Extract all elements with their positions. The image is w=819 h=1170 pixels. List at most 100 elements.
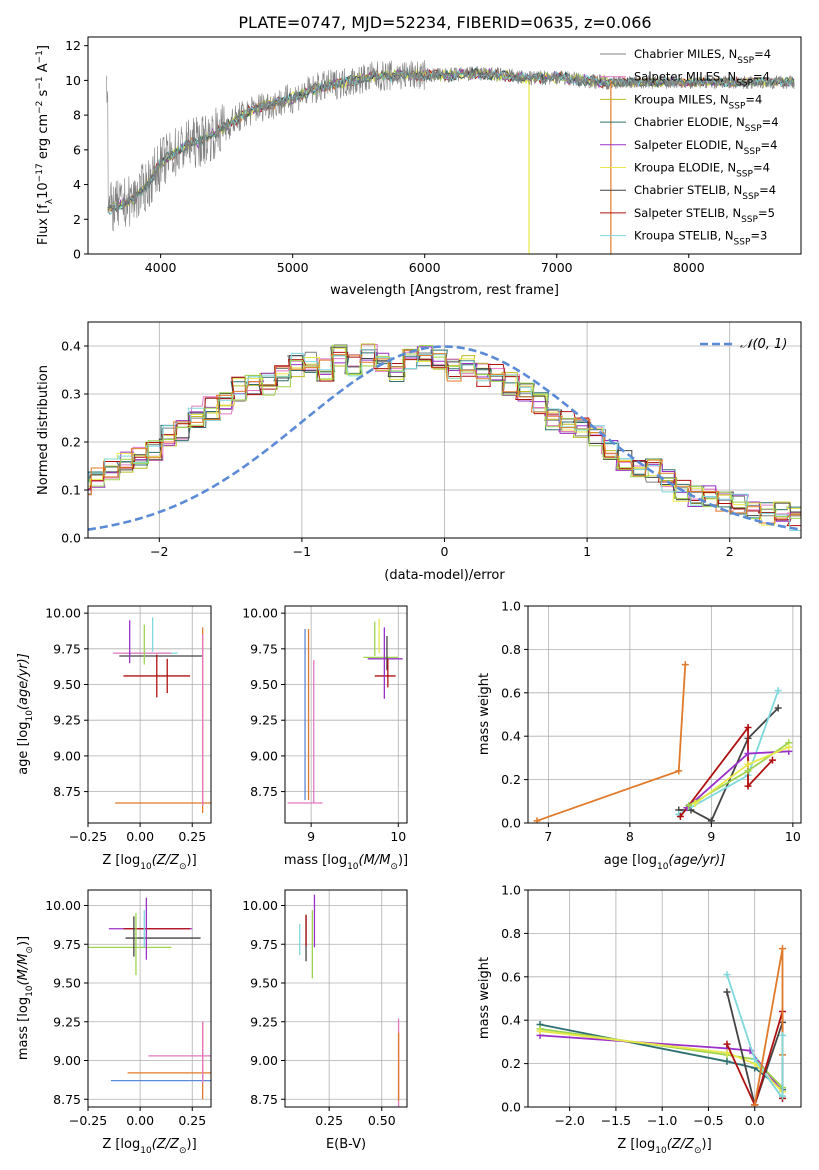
spectrum-legend-label: Salpeter STELIB, NSSP=5 — [634, 206, 775, 225]
weight-z-xlabel: Z [log10(Z/Z⊙)] — [617, 1137, 711, 1156]
weight-age-panel-ytick-label: 0.0 — [501, 816, 521, 831]
mass-z-ylabel-part: )] — [16, 936, 31, 946]
weight-z-panel: −2.0 −1.5 −1.0 −0.5 0.0 0.0 0.2 0.4 0.6 0.8 1.0 — [501, 883, 802, 1128]
spectrum-legend-label-part: =4 — [759, 183, 776, 197]
residual-histogram — [88, 343, 801, 519]
spectrum-legend-label-part: =5 — [758, 206, 775, 220]
weight-age-panel: 7 8 9 10 0.0 0.2 0.4 0.6 0.8 1.0 — [501, 599, 802, 844]
spectrum-legend-label-part: SSP — [737, 56, 754, 66]
mass-z-xlabel-part: (Z/Z — [152, 1137, 180, 1152]
weight-z-marker — [778, 1031, 786, 1039]
spectrum-panel-frame — [87, 36, 802, 255]
residual-panel: −2 −1 0 1 2 0.0 0.1 0.2 0.3 0.4 — [61, 321, 802, 559]
weight-age-xlabel-part: 10 — [657, 862, 669, 872]
spectrum-legend-label-part: =4 — [762, 115, 779, 129]
spectrum-legend-label-part: SSP — [742, 192, 759, 202]
spectrum-legend-label-part: SSP — [736, 170, 753, 180]
residual-panel-ytick-label: 0.2 — [61, 435, 81, 450]
mass-z-ylabel: mass [log10(M/M⊙)] — [16, 936, 35, 1060]
weight-age-marker — [691, 799, 699, 807]
spectrum-legend-label-part: =4 — [754, 47, 771, 61]
age-z-panel: −0.25 0.00 0.25 8.75 9.00 9.25 9.50 9.75 10.00 — [45, 605, 212, 844]
age-mass-panel-xtick-label: 9 — [307, 829, 315, 844]
mass-ebv-panel-xtick-label: 0.25 — [315, 1113, 343, 1128]
residual-histogram — [88, 349, 801, 524]
residual-panel-xtick-label: 2 — [726, 544, 734, 559]
age-mass-panel-ytick-label: 9.00 — [250, 748, 278, 763]
mass-ebv-panel-ytick-label: 9.25 — [250, 1014, 278, 1029]
age-z-xlabel-part: Z [log — [102, 853, 140, 868]
mass-z-ylabel-part: (M/M — [16, 954, 31, 986]
age-mass-xlabel-part: mass [log — [284, 853, 347, 868]
weight-age-panel-xtick-label: 10 — [785, 829, 801, 844]
residual-panel-xtick-label: 1 — [583, 544, 591, 559]
weight-z-panel-ytick-label: 0.2 — [501, 1056, 521, 1071]
weight-z-xlabel-part: Z [log — [617, 1137, 655, 1152]
age-z-panel-xtick-label: 0.00 — [126, 829, 154, 844]
mass-z-panel-xtick-label: 0.00 — [126, 1113, 154, 1128]
age-mass-panel-ytick-label: 9.75 — [250, 641, 278, 656]
spectrum-ylabel-part: −2 — [35, 101, 45, 114]
spectrum-legend-label-part: SSP — [734, 238, 751, 248]
age-z-ylabel-part: 10 — [25, 710, 35, 722]
spectrum-panel-xtick-label: 5000 — [277, 260, 309, 275]
weight-age-xlabel-part: age [log — [604, 853, 657, 868]
mass-ebv-panel-ytick-label: 8.75 — [250, 1092, 278, 1107]
weight-z-marker — [723, 971, 731, 979]
weight-z-xlabel-part: 10 — [655, 1146, 667, 1156]
age-z-xlabel: Z [log10(Z/Z⊙)] — [102, 853, 196, 872]
weight-z-marker — [536, 1027, 544, 1035]
age-z-xlabel-part: (Z/Z — [152, 853, 180, 868]
age-mass-xlabel-part: 10 — [347, 862, 359, 872]
mass-z-xlabel: Z [log10(Z/Z⊙)] — [102, 1137, 196, 1156]
residual-panel-frame — [87, 321, 802, 539]
weight-age-panel-xtick-label: 7 — [544, 829, 552, 844]
age-z-ylabel: age [log10(age/yr)] — [16, 653, 35, 775]
spectrum-ylabel-part: 10 — [36, 182, 51, 199]
mass-z-panel: −0.25 0.00 0.25 8.75 9.00 9.25 9.50 9.75 10.00 — [45, 889, 212, 1128]
weight-z-marker — [723, 1040, 731, 1048]
residual-histogram — [88, 349, 801, 519]
weight-age-ylabel: mass weight — [477, 673, 492, 755]
residual-histogram — [88, 349, 801, 532]
spectrum-legend-label: Chabrier MILES, NSSP=4 — [634, 47, 771, 66]
age-mass-panel-xtick-label: 10 — [390, 829, 406, 844]
residual-panel-plot-area — [88, 343, 801, 532]
spectrum-legend-label-part: =4 — [745, 92, 762, 106]
residual-legend-label: 𝒩(0, 1) — [740, 337, 787, 352]
age-mass-xlabel-part: )] — [398, 853, 408, 868]
weight-z-marker — [723, 1049, 731, 1057]
mass-z-xlabel-part: )] — [187, 1137, 197, 1152]
spectrum-legend-label: Kroupa MILES, NSSP=4 — [634, 92, 762, 111]
age-mass-panel-frame — [284, 605, 408, 824]
age-mass-panel-ytick-label: 10.00 — [242, 606, 278, 621]
spectrum-ylabel-part: erg cm — [36, 114, 51, 163]
spectrum-panel-xtick-label: 6000 — [409, 260, 441, 275]
weight-age-marker — [533, 817, 541, 823]
spectrum-ylabel-part: −1 — [35, 50, 45, 63]
weight-age-marker — [774, 687, 782, 695]
spectrum-panel-ytick-label: 12 — [65, 38, 81, 53]
spectrum-legend-label-part: =4 — [753, 70, 770, 84]
weight-z-panel-ytick-label: 0.4 — [501, 1013, 521, 1028]
weight-z-marker — [751, 1055, 759, 1063]
mass-z-ylabel-part: 10 — [25, 985, 35, 997]
spectrum-ylabel-part: −17 — [35, 163, 45, 182]
weight-age-marker — [744, 724, 752, 732]
weight-age-marker — [744, 750, 752, 758]
spectrum-panel-xtick-label: 4000 — [145, 260, 177, 275]
residual-panel-xtick-label: −1 — [293, 544, 311, 559]
spectrum-panel-xtick-label: 7000 — [541, 260, 573, 275]
spectrum-panel-ytick-label: 0 — [73, 247, 81, 262]
weight-age-marker — [707, 817, 715, 823]
spectrum-legend-label-part: SSP — [729, 101, 746, 111]
weight-age-marker — [774, 704, 782, 712]
weight-age-xlabel-part: (age/yr)] — [668, 853, 725, 868]
age-z-xlabel-part: )] — [187, 853, 197, 868]
mass-z-panel-frame — [87, 889, 212, 1108]
spectrum-legend-label-part: Chabrier STELIB, N — [634, 183, 742, 197]
weight-age-panel-frame — [527, 605, 802, 824]
age-mass-xlabel-part: ⊙ — [390, 862, 398, 872]
residual-panel-ytick-label: 0.0 — [61, 531, 81, 546]
